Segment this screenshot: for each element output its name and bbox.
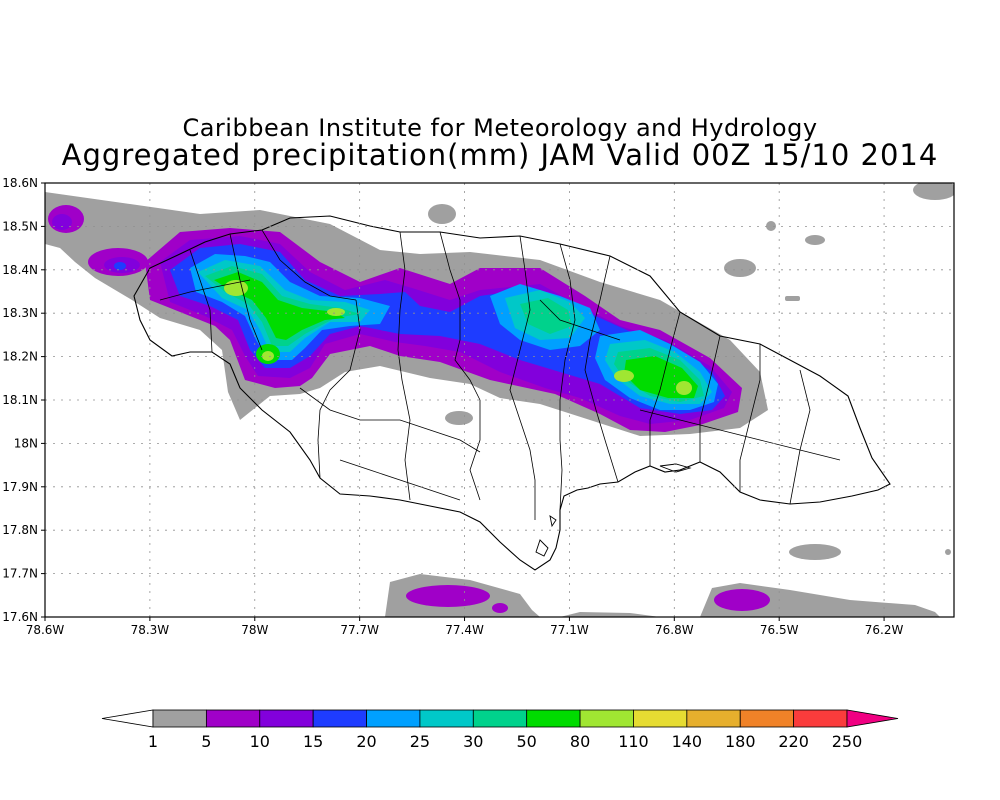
colorbar-swatch [312, 709, 367, 728]
lon-tick-label: 77.4W [445, 623, 484, 637]
colorbar-label: 220 [778, 732, 809, 751]
colorbar-max-arrow [846, 709, 899, 728]
colorbar-label: 80 [570, 732, 590, 751]
lat-tick-label: 18.5N [2, 219, 38, 233]
map-title-line-1: Caribbean Institute for Meteorology and … [182, 114, 818, 142]
lon-tick-label: 76.8W [655, 623, 694, 637]
colorbar-swatch [259, 709, 314, 728]
precip-band-15 [114, 244, 725, 414]
lat-tick-label: 18.1N [2, 393, 38, 407]
lon-tick-label: 78W [241, 623, 268, 637]
colorbar-swatch [633, 709, 688, 728]
lat-tick-label: 17.9N [2, 480, 38, 494]
colorbar-label: 180 [725, 732, 756, 751]
colorbar-label: 25 [410, 732, 430, 751]
lat-tick-label: 17.8N [2, 523, 38, 537]
colorbar: 1 5 10 15 20 25 30 50 80 110 140 180 220 250 [101, 709, 899, 751]
lon-tick-label: 76.5W [760, 623, 799, 637]
colorbar-label: 1 [148, 732, 158, 751]
offshore-islands [535, 463, 692, 557]
lon-tick-label: 78.6W [26, 623, 65, 637]
lat-tick-label: 17.6N [2, 610, 38, 624]
parish-boundaries [159, 229, 841, 520]
colorbar-label: 5 [201, 732, 211, 751]
lat-tick-label: 18.6N [2, 176, 38, 190]
colorbar-label: 20 [356, 732, 376, 751]
colorbar-swatch [526, 709, 581, 728]
colorbar-swatch [793, 709, 848, 728]
colorbar-label: 250 [832, 732, 863, 751]
precipitation-field [45, 183, 954, 617]
lon-tick-label: 78.3W [131, 623, 170, 637]
colorbar-swatch [152, 709, 207, 728]
lat-tick-label: 18.3N [2, 306, 38, 320]
colorbar-label: 140 [672, 732, 703, 751]
colorbar-swatch [739, 709, 795, 728]
map-grid [45, 183, 954, 617]
colorbar-swatch [366, 709, 421, 728]
colorbar-label: 15 [303, 732, 323, 751]
colorbar-swatch [419, 709, 474, 728]
lon-tick-label: 77.1W [550, 623, 589, 637]
colorbar-swatch [472, 709, 528, 728]
colorbar-label: 10 [250, 732, 270, 751]
lat-tick-label: 18N [14, 436, 38, 450]
colorbar-label: 30 [463, 732, 483, 751]
axis-ticks: 78.6W 78.3W 78W 77.7W 77.4W 77.1W 76.8W 76.5W 76… [2, 176, 903, 637]
colorbar-swatch [686, 709, 741, 728]
colorbar-swatch [205, 709, 261, 728]
lon-tick-label: 76.2W [865, 623, 904, 637]
map-title-line-2: Aggregated precipitation(mm) JAM Valid 0… [61, 138, 939, 172]
lat-tick-label: 18.4N [2, 263, 38, 277]
lat-tick-label: 17.7N [2, 567, 38, 581]
lon-tick-label: 77.7W [340, 623, 379, 637]
lat-tick-label: 18.2N [2, 350, 38, 364]
colorbar-min-arrow [101, 709, 154, 728]
colorbar-swatch [579, 709, 634, 728]
colorbar-label: 110 [618, 732, 649, 751]
colorbar-label: 50 [517, 732, 537, 751]
